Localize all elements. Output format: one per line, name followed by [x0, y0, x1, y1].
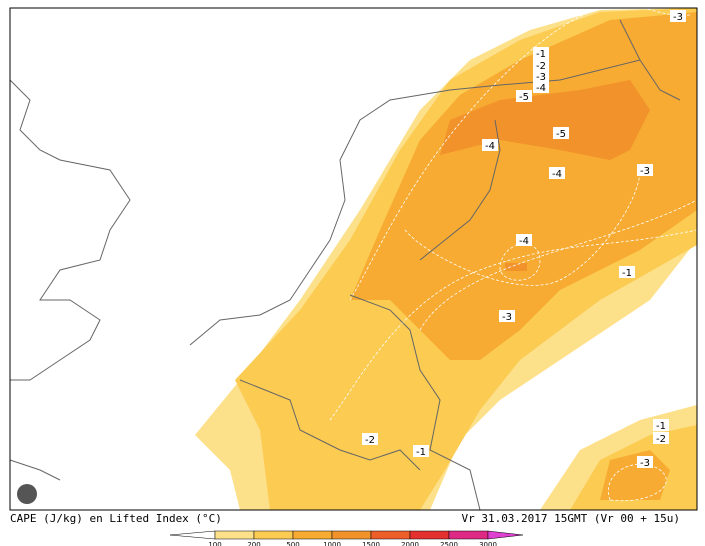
colorbar-swatch — [331, 530, 372, 540]
colorbar-end — [487, 530, 524, 540]
contour-label: -5 — [556, 129, 566, 140]
map-frame — [9, 7, 698, 511]
contour-label: -1 — [622, 268, 632, 279]
isoline — [419, 199, 698, 331]
contour-label-bg — [637, 456, 653, 468]
contour-label-bg — [516, 90, 532, 102]
colorbar-tick-label: 100 — [208, 541, 221, 546]
contour-label: -4 — [536, 83, 546, 94]
contour-label: -5 — [519, 92, 529, 103]
contour-label-bg — [533, 47, 549, 59]
colorbar: 100 200 500 1000 1500 2000 2500 3000 — [169, 530, 524, 546]
contour-label: -4 — [552, 169, 562, 180]
coastline — [9, 79, 131, 381]
isoline — [404, 169, 641, 286]
border — [419, 119, 501, 261]
contour-label: -1 — [536, 49, 546, 60]
contour-label-bg — [516, 234, 532, 246]
contour-label: -1 — [656, 421, 666, 432]
contour-label: -3 — [640, 458, 650, 469]
coastline — [189, 19, 641, 346]
caption-left: CAPE (J/kg) en Lifted Index (°C) — [10, 512, 222, 525]
contour-label: -3 — [673, 12, 683, 23]
contour-label-bg — [553, 127, 569, 139]
colorbar-tick-label: 2500 — [440, 541, 458, 546]
contour-label: -2 — [656, 434, 666, 445]
contour-label-bg — [533, 59, 549, 71]
colorbar-end — [169, 530, 216, 540]
colorbar-swatch — [370, 530, 411, 540]
colorbar-tick-label: 3000 — [479, 541, 497, 546]
contour-label-bg — [637, 164, 653, 176]
isoline — [499, 243, 541, 281]
contour-label-bg — [413, 445, 429, 457]
colorbar-swatch — [292, 530, 333, 540]
contour-label-bg — [533, 81, 549, 93]
contour-label-bg — [619, 266, 635, 278]
contour-label-bg — [482, 139, 498, 151]
isoline — [608, 463, 667, 502]
colorbar-swatch — [253, 530, 294, 540]
contour-label: -3 — [536, 72, 546, 83]
contour-label-bg — [653, 419, 669, 431]
fields — [195, 8, 697, 510]
isoline — [349, 5, 691, 301]
cape-spot — [505, 263, 527, 271]
contour-labels: -3-1-2-3-4-5-5-4-4 -3-4-1-3-2-1-1-2-3 — [362, 10, 686, 469]
colorbar-swatch — [448, 530, 489, 540]
caption-right: Vr 31.03.2017 15GMT (Vr 00 + 15u) — [461, 512, 680, 525]
colorbar-swatch — [214, 530, 255, 540]
isolines — [329, 5, 698, 502]
contour-label: -4 — [519, 236, 529, 247]
colorbar-tick-label: 500 — [286, 541, 299, 546]
contour-label-bg — [362, 433, 378, 445]
colorbar-tick-label: 2000 — [401, 541, 419, 546]
contour-label-bg — [533, 70, 549, 82]
cape-layer — [350, 12, 697, 360]
colorbar-tick-label: 200 — [247, 541, 260, 546]
isoline — [329, 229, 698, 421]
contour-label-bg — [549, 167, 565, 179]
border — [239, 379, 421, 471]
coastline — [9, 459, 61, 481]
contour-label: -3 — [502, 312, 512, 323]
border — [639, 59, 681, 101]
contour-label: -2 — [536, 61, 546, 72]
contour-label-bg — [653, 432, 669, 444]
contour-label: -4 — [485, 141, 495, 152]
contour-label: -3 — [640, 166, 650, 177]
contour-label-bg — [670, 10, 686, 22]
colorbar-tick-label: 1000 — [323, 541, 341, 546]
colorbar-tick-label: 1500 — [362, 541, 380, 546]
border — [349, 294, 481, 511]
contour-label: -2 — [365, 435, 375, 446]
contour-label: -1 — [416, 447, 426, 458]
logo — [17, 484, 37, 504]
colorbar-swatch — [409, 530, 450, 540]
coastlines — [9, 19, 681, 511]
contour-label-bg — [499, 310, 515, 322]
